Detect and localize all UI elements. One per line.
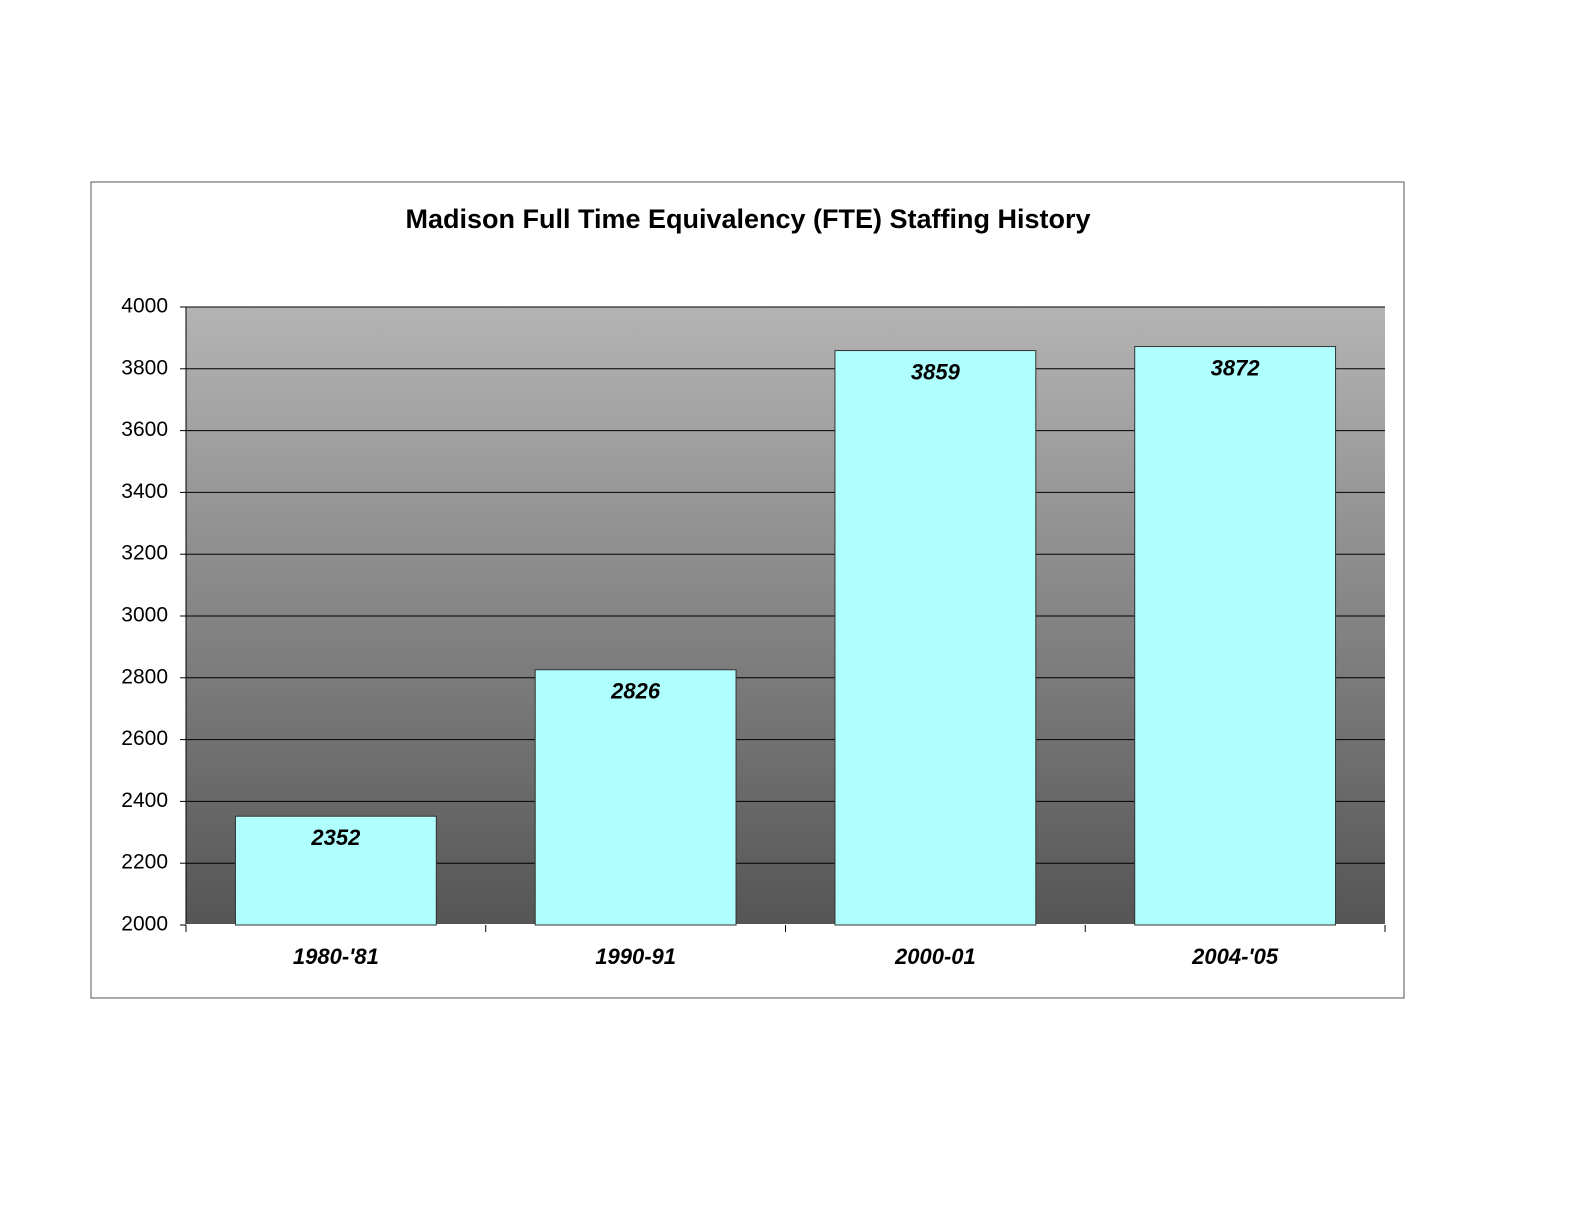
y-tick-label: 3800 bbox=[121, 356, 168, 379]
y-tick-label: 2200 bbox=[121, 851, 168, 874]
x-tick-label: 2004-'05 bbox=[1191, 944, 1279, 969]
chart-title: Madison Full Time Equivalency (FTE) Staf… bbox=[405, 204, 1090, 234]
y-tick-label: 4000 bbox=[121, 295, 168, 318]
y-tick-label: 2800 bbox=[121, 665, 168, 688]
y-tick-label: 3600 bbox=[121, 418, 168, 441]
data-label: 2826 bbox=[610, 679, 661, 704]
x-tick-label: 2000-01 bbox=[894, 944, 976, 969]
y-tick-label: 2400 bbox=[121, 789, 168, 812]
y-tick-label: 3000 bbox=[121, 604, 168, 627]
data-label: 2352 bbox=[310, 825, 361, 850]
x-tick-label: 1990-91 bbox=[595, 944, 676, 969]
data-label: 3859 bbox=[911, 359, 961, 384]
bar bbox=[534, 669, 737, 926]
y-tick-label: 2600 bbox=[121, 727, 168, 750]
bar bbox=[234, 815, 437, 926]
bar bbox=[834, 350, 1037, 926]
y-tick-label: 3400 bbox=[121, 480, 168, 503]
bar bbox=[1134, 346, 1337, 926]
y-tick-label: 2000 bbox=[121, 913, 168, 936]
y-tick-label: 3200 bbox=[121, 542, 168, 565]
data-label: 3872 bbox=[1211, 355, 1261, 380]
x-tick-label: 1980-'81 bbox=[293, 944, 379, 969]
